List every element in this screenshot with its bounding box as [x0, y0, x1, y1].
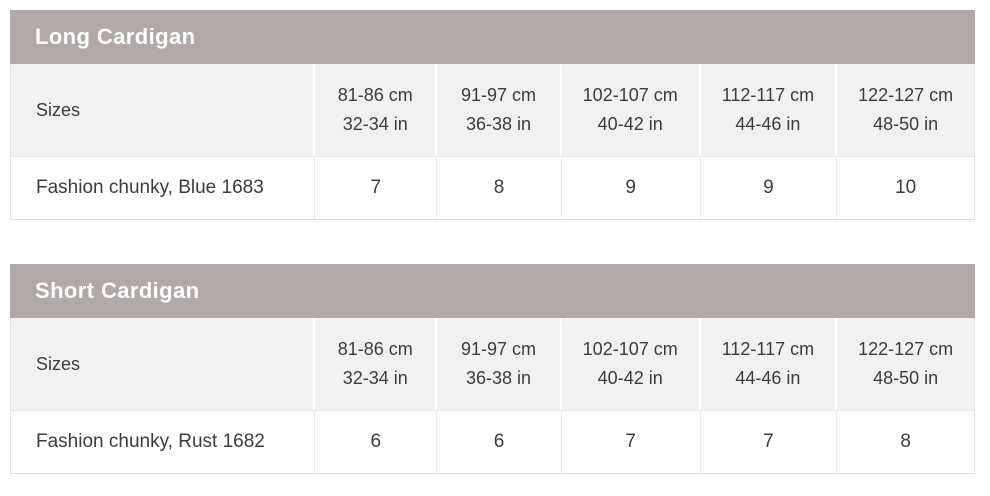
table-title-bar: Long Cardigan	[10, 10, 975, 64]
size-cm: 81-86 cm	[337, 85, 413, 105]
size-in: 36-38 in	[465, 114, 531, 134]
size-in: 48-50 in	[873, 368, 939, 388]
table-title: Long Cardigan	[35, 24, 196, 49]
quantity-cell: 7	[561, 410, 701, 473]
size-cm: 122-127 cm	[858, 85, 954, 105]
size-column-header: 122-127 cm 48-50 in	[837, 64, 974, 156]
size-in: 32-34 in	[342, 114, 408, 134]
size-grid: Sizes 81-86 cm 32-34 in 91-97 cm 36-38 i…	[10, 64, 975, 220]
size-in: 44-46 in	[735, 368, 801, 388]
size-in: 44-46 in	[735, 114, 801, 134]
yarn-label-cell: Fashion chunky, Rust 1682	[11, 410, 316, 473]
table-title: Short Cardigan	[35, 278, 200, 303]
size-column-header: 91-97 cm 36-38 in	[437, 64, 562, 156]
size-grid: Sizes 81-86 cm 32-34 in 91-97 cm 36-38 i…	[10, 318, 975, 474]
quantity-cell: 6	[437, 410, 562, 473]
quantity-cell: 7	[315, 156, 438, 219]
quantity-cell: 10	[837, 156, 974, 219]
size-column-header: 91-97 cm 36-38 in	[437, 318, 562, 410]
size-in: 36-38 in	[465, 368, 531, 388]
size-in: 48-50 in	[873, 114, 939, 134]
yarn-label-cell: Fashion chunky, Blue 1683	[11, 156, 316, 219]
size-cm: 102-107 cm	[582, 339, 678, 359]
quantity-cell: 8	[837, 410, 974, 473]
quantity-cell: 9	[561, 156, 701, 219]
size-cm: 91-97 cm	[460, 339, 536, 359]
size-in: 40-42 in	[597, 368, 663, 388]
quantity-cell: 6	[315, 410, 438, 473]
sizes-header-cell: Sizes	[11, 64, 316, 156]
size-in: 32-34 in	[342, 368, 408, 388]
long-cardigan-size-table: Long Cardigan Sizes 81-86 cm 32-34 in 91…	[10, 10, 975, 220]
size-column-header: 81-86 cm 32-34 in	[315, 64, 438, 156]
size-cm: 91-97 cm	[460, 85, 536, 105]
size-cm: 122-127 cm	[858, 339, 954, 359]
size-column-header: 102-107 cm 40-42 in	[561, 64, 701, 156]
size-column-header: 112-117 cm 44-46 in	[700, 64, 838, 156]
sizes-header-cell: Sizes	[11, 318, 316, 410]
size-column-header: 81-86 cm 32-34 in	[315, 318, 438, 410]
size-cm: 112-117 cm	[721, 85, 815, 105]
size-column-header: 122-127 cm 48-50 in	[837, 318, 974, 410]
size-cm: 102-107 cm	[582, 85, 678, 105]
short-cardigan-size-table: Short Cardigan Sizes 81-86 cm 32-34 in 9…	[10, 264, 975, 474]
size-column-header: 112-117 cm 44-46 in	[700, 318, 838, 410]
size-in: 40-42 in	[597, 114, 663, 134]
size-cm: 81-86 cm	[337, 339, 413, 359]
size-column-header: 102-107 cm 40-42 in	[561, 318, 701, 410]
table-title-bar: Short Cardigan	[10, 264, 975, 318]
size-cm: 112-117 cm	[721, 339, 815, 359]
quantity-cell: 8	[437, 156, 562, 219]
quantity-cell: 7	[700, 410, 838, 473]
quantity-cell: 9	[700, 156, 838, 219]
